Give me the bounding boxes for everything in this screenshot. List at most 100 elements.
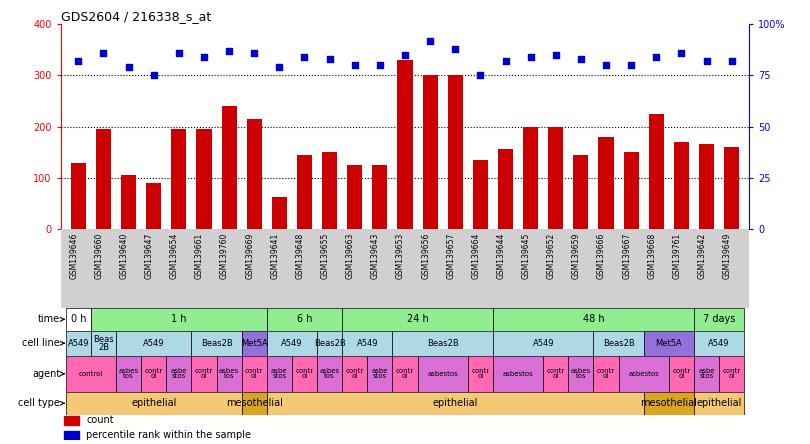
Text: GSM139642: GSM139642 — [697, 233, 706, 279]
Bar — [166, 356, 191, 392]
Text: Beas2B: Beas2B — [201, 339, 232, 348]
Bar — [544, 356, 569, 392]
Text: GSM139666: GSM139666 — [597, 233, 606, 279]
Text: asbes
tos: asbes tos — [219, 368, 239, 379]
Text: Beas2B: Beas2B — [313, 339, 346, 348]
Text: GSM139761: GSM139761 — [672, 233, 681, 279]
Bar — [91, 308, 266, 331]
Text: contr
ol: contr ol — [346, 368, 364, 379]
Text: A549: A549 — [532, 339, 554, 348]
Bar — [64, 416, 79, 424]
Bar — [96, 129, 111, 229]
Bar — [247, 119, 262, 229]
Bar — [594, 356, 619, 392]
Point — [122, 64, 135, 71]
Text: asbe
stos: asbe stos — [271, 368, 288, 379]
Bar — [266, 356, 292, 392]
Bar — [694, 331, 744, 356]
Text: GSM139655: GSM139655 — [321, 233, 330, 279]
Point — [625, 62, 637, 69]
Bar — [493, 356, 544, 392]
Bar — [342, 308, 493, 331]
Bar — [241, 392, 266, 415]
Text: contr
ol: contr ol — [471, 368, 489, 379]
Point — [474, 72, 487, 79]
Bar — [649, 114, 664, 229]
Text: contr
ol: contr ol — [245, 368, 263, 379]
Bar — [468, 356, 493, 392]
Bar — [523, 127, 538, 229]
Text: Beas2B: Beas2B — [427, 339, 458, 348]
Point — [675, 49, 688, 56]
Bar — [317, 356, 342, 392]
Bar — [398, 60, 412, 229]
Bar — [266, 308, 342, 331]
Point — [399, 52, 411, 59]
Bar — [699, 144, 714, 229]
Bar — [724, 147, 740, 229]
Bar — [347, 165, 362, 229]
Text: Met5A: Met5A — [241, 339, 267, 348]
Text: GSM139669: GSM139669 — [245, 233, 254, 279]
Text: contr
ol: contr ol — [597, 368, 615, 379]
Text: asbes
tos: asbes tos — [571, 368, 591, 379]
Text: mesothelial: mesothelial — [226, 398, 283, 408]
Point — [323, 56, 336, 63]
Bar — [66, 308, 91, 331]
Text: contr
ol: contr ol — [547, 368, 565, 379]
Bar — [116, 331, 191, 356]
Text: 24 h: 24 h — [407, 314, 428, 324]
Bar — [548, 127, 563, 229]
Point — [97, 49, 110, 56]
Text: 6 h: 6 h — [296, 314, 312, 324]
Bar — [493, 308, 694, 331]
Text: GSM139641: GSM139641 — [271, 233, 279, 279]
Bar — [292, 356, 317, 392]
Text: contr
ol: contr ol — [723, 368, 741, 379]
Text: asbes
tos: asbes tos — [118, 368, 139, 379]
Text: GSM139663: GSM139663 — [346, 233, 355, 279]
Bar — [694, 308, 744, 331]
Point — [650, 54, 663, 61]
Bar — [216, 356, 241, 392]
Text: contr
ol: contr ol — [296, 368, 313, 379]
Bar — [418, 356, 468, 392]
Text: GSM139661: GSM139661 — [195, 233, 204, 279]
Text: epithelial: epithelial — [697, 398, 742, 408]
Text: GSM139645: GSM139645 — [522, 233, 531, 279]
Bar — [66, 392, 241, 415]
Text: time: time — [38, 314, 60, 324]
Text: GSM139654: GSM139654 — [170, 233, 179, 279]
Text: A549: A549 — [356, 339, 378, 348]
Text: asbestos: asbestos — [629, 371, 659, 377]
Bar — [322, 152, 337, 229]
Point — [549, 52, 562, 59]
Text: GSM139649: GSM139649 — [723, 233, 731, 279]
Bar — [599, 137, 613, 229]
Bar — [66, 356, 116, 392]
Bar — [146, 182, 161, 229]
Point — [424, 37, 437, 44]
Text: asbestos: asbestos — [428, 371, 458, 377]
Bar — [191, 356, 216, 392]
Text: A549: A549 — [281, 339, 303, 348]
Text: GSM139667: GSM139667 — [622, 233, 631, 279]
Bar — [116, 356, 141, 392]
Point — [599, 62, 612, 69]
Bar — [719, 356, 744, 392]
Bar — [644, 331, 694, 356]
Bar — [448, 75, 463, 229]
Text: GSM139643: GSM139643 — [371, 233, 380, 279]
Bar — [392, 331, 493, 356]
Bar — [171, 129, 186, 229]
Bar — [266, 392, 644, 415]
Point — [499, 58, 512, 65]
Bar — [694, 356, 719, 392]
Point — [147, 72, 160, 79]
Text: GSM139660: GSM139660 — [95, 233, 104, 279]
Point — [72, 58, 85, 65]
Text: Met5A: Met5A — [655, 339, 682, 348]
Text: control: control — [79, 371, 103, 377]
Bar — [473, 160, 488, 229]
Bar — [493, 331, 594, 356]
